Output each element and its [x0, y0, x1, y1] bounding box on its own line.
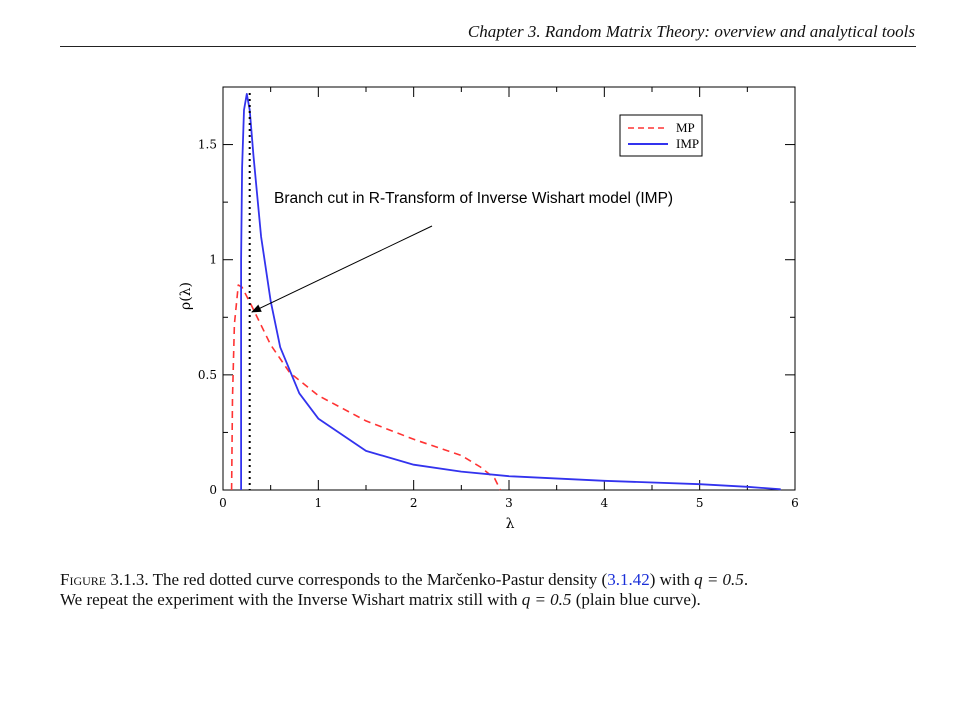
running-header: Chapter 3. Random Matrix Theory: overvie… [467, 22, 915, 41]
plot-frame [222, 86, 796, 491]
density-plot: 0 1 2 3 4 5 6 0 0.5 1 1.5 λ ρ(λ) MP IMP Branch cut… [178, 86, 799, 532]
tick-labels: 0 1 2 3 4 5 6 0 0.5 1 1.5 [198, 138, 799, 510]
caption-text-3: . [743, 570, 749, 589]
equation-reference-link[interactable]: 3.1.42 [607, 570, 650, 589]
x-tick-label: 2 [410, 496, 418, 510]
legend-mp-label: MP [676, 120, 695, 135]
caption-line-2: We repeat the experiment with the Invers… [60, 590, 930, 610]
y-tick-label: 1.5 [198, 138, 217, 152]
x-tick-label: 3 [505, 496, 513, 510]
caption-q-value-1: q = 0.5 [694, 570, 744, 589]
figure-caption: Figure 3.1.3. The red dotted curve corre… [60, 570, 930, 610]
x-tick-label: 6 [791, 496, 799, 510]
y-tick-label: 1 [209, 253, 217, 267]
legend: MP IMP [619, 114, 703, 157]
x-tick-label: 5 [696, 496, 704, 510]
y-axis-label: ρ(λ) [178, 282, 194, 310]
caption-text-4: We repeat the experiment with the Invers… [60, 590, 522, 609]
x-tick-label: 1 [315, 496, 323, 510]
x-tick-label: 4 [601, 496, 609, 510]
caption-line-1: Figure 3.1.3. The red dotted curve corre… [60, 570, 930, 590]
legend-box [619, 114, 703, 157]
curves [230, 93, 781, 491]
branch-cut-annotation: Branch cut in R-Transform of Inverse Wis… [274, 190, 673, 207]
y-tick-label: 0.5 [198, 368, 217, 382]
caption-text-2: ) with [649, 570, 695, 589]
caption-q-value-2: q = 0.5 [521, 590, 572, 609]
legend-imp-label: IMP [676, 136, 699, 151]
caption-text-1: The red dotted curve corresponds to the … [148, 570, 608, 589]
series-imp-curve [240, 93, 781, 491]
tick-marks [222, 86, 796, 491]
annotation-arrow [251, 225, 433, 313]
y-tick-label: 0 [209, 483, 217, 497]
header-rule [60, 46, 916, 47]
caption-text-5: (plain blue curve). [571, 590, 701, 609]
x-axis-label: λ [506, 516, 515, 532]
x-tick-label: 0 [219, 496, 227, 510]
series-mp-curve [230, 284, 502, 491]
caption-label: Figure 3.1.3. [60, 570, 149, 589]
